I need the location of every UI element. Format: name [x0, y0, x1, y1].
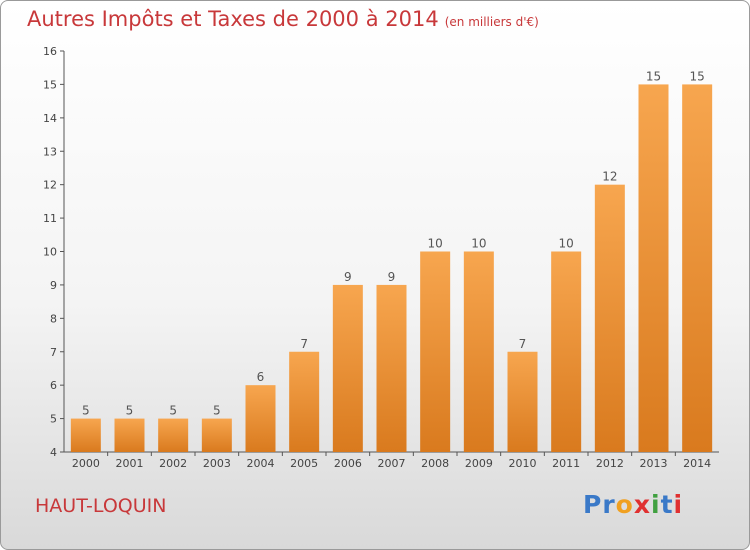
x-tick-label: 2009 — [465, 457, 493, 470]
data-label: 15 — [690, 69, 705, 83]
x-tick-label: 2010 — [509, 457, 537, 470]
place-name: HAUT-LOQUIN — [35, 495, 167, 517]
bar — [158, 418, 189, 452]
y-tick-label: 15 — [43, 78, 57, 91]
chart-bars — [70, 84, 713, 453]
y-tick-label: 7 — [50, 346, 57, 359]
x-tick-label: 2008 — [421, 457, 449, 470]
x-tick-label: 2004 — [247, 457, 275, 470]
logo-letter: P — [583, 490, 603, 519]
bar — [289, 351, 320, 452]
data-label: 12 — [602, 170, 617, 184]
y-tick-label: 16 — [43, 45, 57, 58]
x-tick-label: 2011 — [552, 457, 580, 470]
y-tick-label: 6 — [50, 379, 57, 392]
bar — [420, 251, 451, 452]
x-tick-label: 2001 — [116, 457, 144, 470]
data-label: 9 — [344, 270, 352, 284]
logo-letter: t — [660, 490, 674, 519]
logo-letter: r — [602, 490, 616, 519]
chart-labels: 2000 5 2001 5 2002 5 2003 5 2004 6 2005 7 2006 9 2007 9… — [72, 69, 711, 470]
data-label: 6 — [257, 370, 265, 384]
data-label: 5 — [169, 404, 177, 418]
data-label: 5 — [126, 404, 134, 418]
x-tick-label: 2014 — [683, 457, 711, 470]
proxiti-logo: Proxiti — [583, 490, 683, 519]
x-tick-label: 2005 — [290, 457, 318, 470]
bar — [114, 418, 145, 452]
bar — [551, 251, 582, 452]
bar — [507, 351, 538, 452]
bar — [376, 284, 407, 452]
y-tick-label: 4 — [50, 446, 57, 459]
y-tick-label: 8 — [50, 312, 57, 325]
y-tick-label: 9 — [50, 279, 57, 292]
x-tick-label: 2007 — [378, 457, 406, 470]
bar — [245, 385, 276, 452]
data-label: 10 — [471, 237, 486, 251]
y-tick-label: 12 — [43, 179, 57, 192]
bar — [682, 84, 713, 453]
y-tick-label: 11 — [43, 212, 57, 225]
y-tick-label: 13 — [43, 145, 57, 158]
data-label: 5 — [213, 404, 221, 418]
bar — [463, 251, 494, 452]
y-tick-label: 14 — [43, 112, 57, 125]
x-tick-label: 2000 — [72, 457, 100, 470]
chart-unit: (en milliers d'€) — [444, 15, 539, 29]
y-tick-label: 5 — [50, 413, 57, 426]
logo-letter: o — [615, 490, 634, 519]
logo-letter: x — [633, 490, 651, 519]
x-tick-label: 2013 — [640, 457, 668, 470]
y-tick-label: 10 — [43, 246, 57, 259]
bar — [201, 418, 232, 452]
bar — [638, 84, 669, 453]
x-tick-label: 2006 — [334, 457, 362, 470]
data-label: 5 — [82, 404, 90, 418]
bar — [332, 284, 363, 452]
logo-letter: i — [673, 490, 684, 519]
logo-letter: i — [651, 490, 661, 519]
bar — [594, 184, 625, 452]
data-label: 7 — [300, 337, 308, 351]
x-tick-label: 2012 — [596, 457, 624, 470]
chart-title-block: Autres Impôts et Taxes de 2000 à 2014 (en… — [27, 7, 539, 31]
x-tick-label: 2003 — [203, 457, 231, 470]
data-label: 15 — [646, 69, 661, 83]
chart-title: Autres Impôts et Taxes de 2000 à 2014 — [27, 7, 439, 31]
x-tick-label: 2002 — [159, 457, 187, 470]
data-label: 9 — [388, 270, 396, 284]
data-label: 10 — [559, 237, 574, 251]
data-label: 10 — [428, 237, 443, 251]
data-label: 7 — [519, 337, 527, 351]
bar — [70, 418, 101, 452]
